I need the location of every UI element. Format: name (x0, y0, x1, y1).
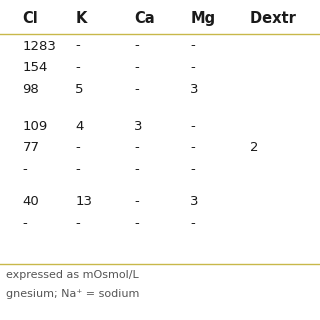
Text: 109: 109 (22, 120, 48, 132)
Text: -: - (190, 141, 195, 154)
Text: -: - (75, 39, 80, 52)
Text: expressed as mOsmol/L: expressed as mOsmol/L (6, 270, 139, 280)
Text: K: K (75, 11, 87, 26)
Text: 98: 98 (22, 83, 39, 96)
Text: 5: 5 (75, 83, 84, 96)
Text: -: - (190, 217, 195, 230)
Text: Mg: Mg (190, 11, 216, 26)
Text: Ca: Ca (134, 11, 155, 26)
Text: gnesium; Na⁺ = sodium: gnesium; Na⁺ = sodium (6, 289, 140, 299)
Text: 1283: 1283 (22, 39, 56, 52)
Text: -: - (75, 217, 80, 230)
Text: -: - (190, 39, 195, 52)
Text: -: - (134, 195, 139, 208)
Text: Cl: Cl (22, 11, 38, 26)
Text: -: - (134, 217, 139, 230)
Text: -: - (190, 61, 195, 74)
Text: 3: 3 (134, 120, 143, 132)
Text: -: - (134, 163, 139, 176)
Text: -: - (75, 61, 80, 74)
Text: 40: 40 (22, 195, 39, 208)
Text: 77: 77 (22, 141, 39, 154)
Text: 3: 3 (190, 83, 199, 96)
Text: 3: 3 (190, 195, 199, 208)
Text: Dextr⁠: Dextr⁠ (250, 11, 295, 26)
Text: 2: 2 (250, 141, 258, 154)
Text: -: - (22, 217, 27, 230)
Text: 13: 13 (75, 195, 92, 208)
Text: -: - (22, 163, 27, 176)
Text: -: - (134, 61, 139, 74)
Text: -: - (190, 120, 195, 132)
Text: -: - (190, 163, 195, 176)
Text: -: - (134, 83, 139, 96)
Text: 154: 154 (22, 61, 48, 74)
Text: -: - (134, 39, 139, 52)
Text: -: - (75, 141, 80, 154)
Text: -: - (134, 141, 139, 154)
Text: 4: 4 (75, 120, 84, 132)
Text: -: - (75, 163, 80, 176)
